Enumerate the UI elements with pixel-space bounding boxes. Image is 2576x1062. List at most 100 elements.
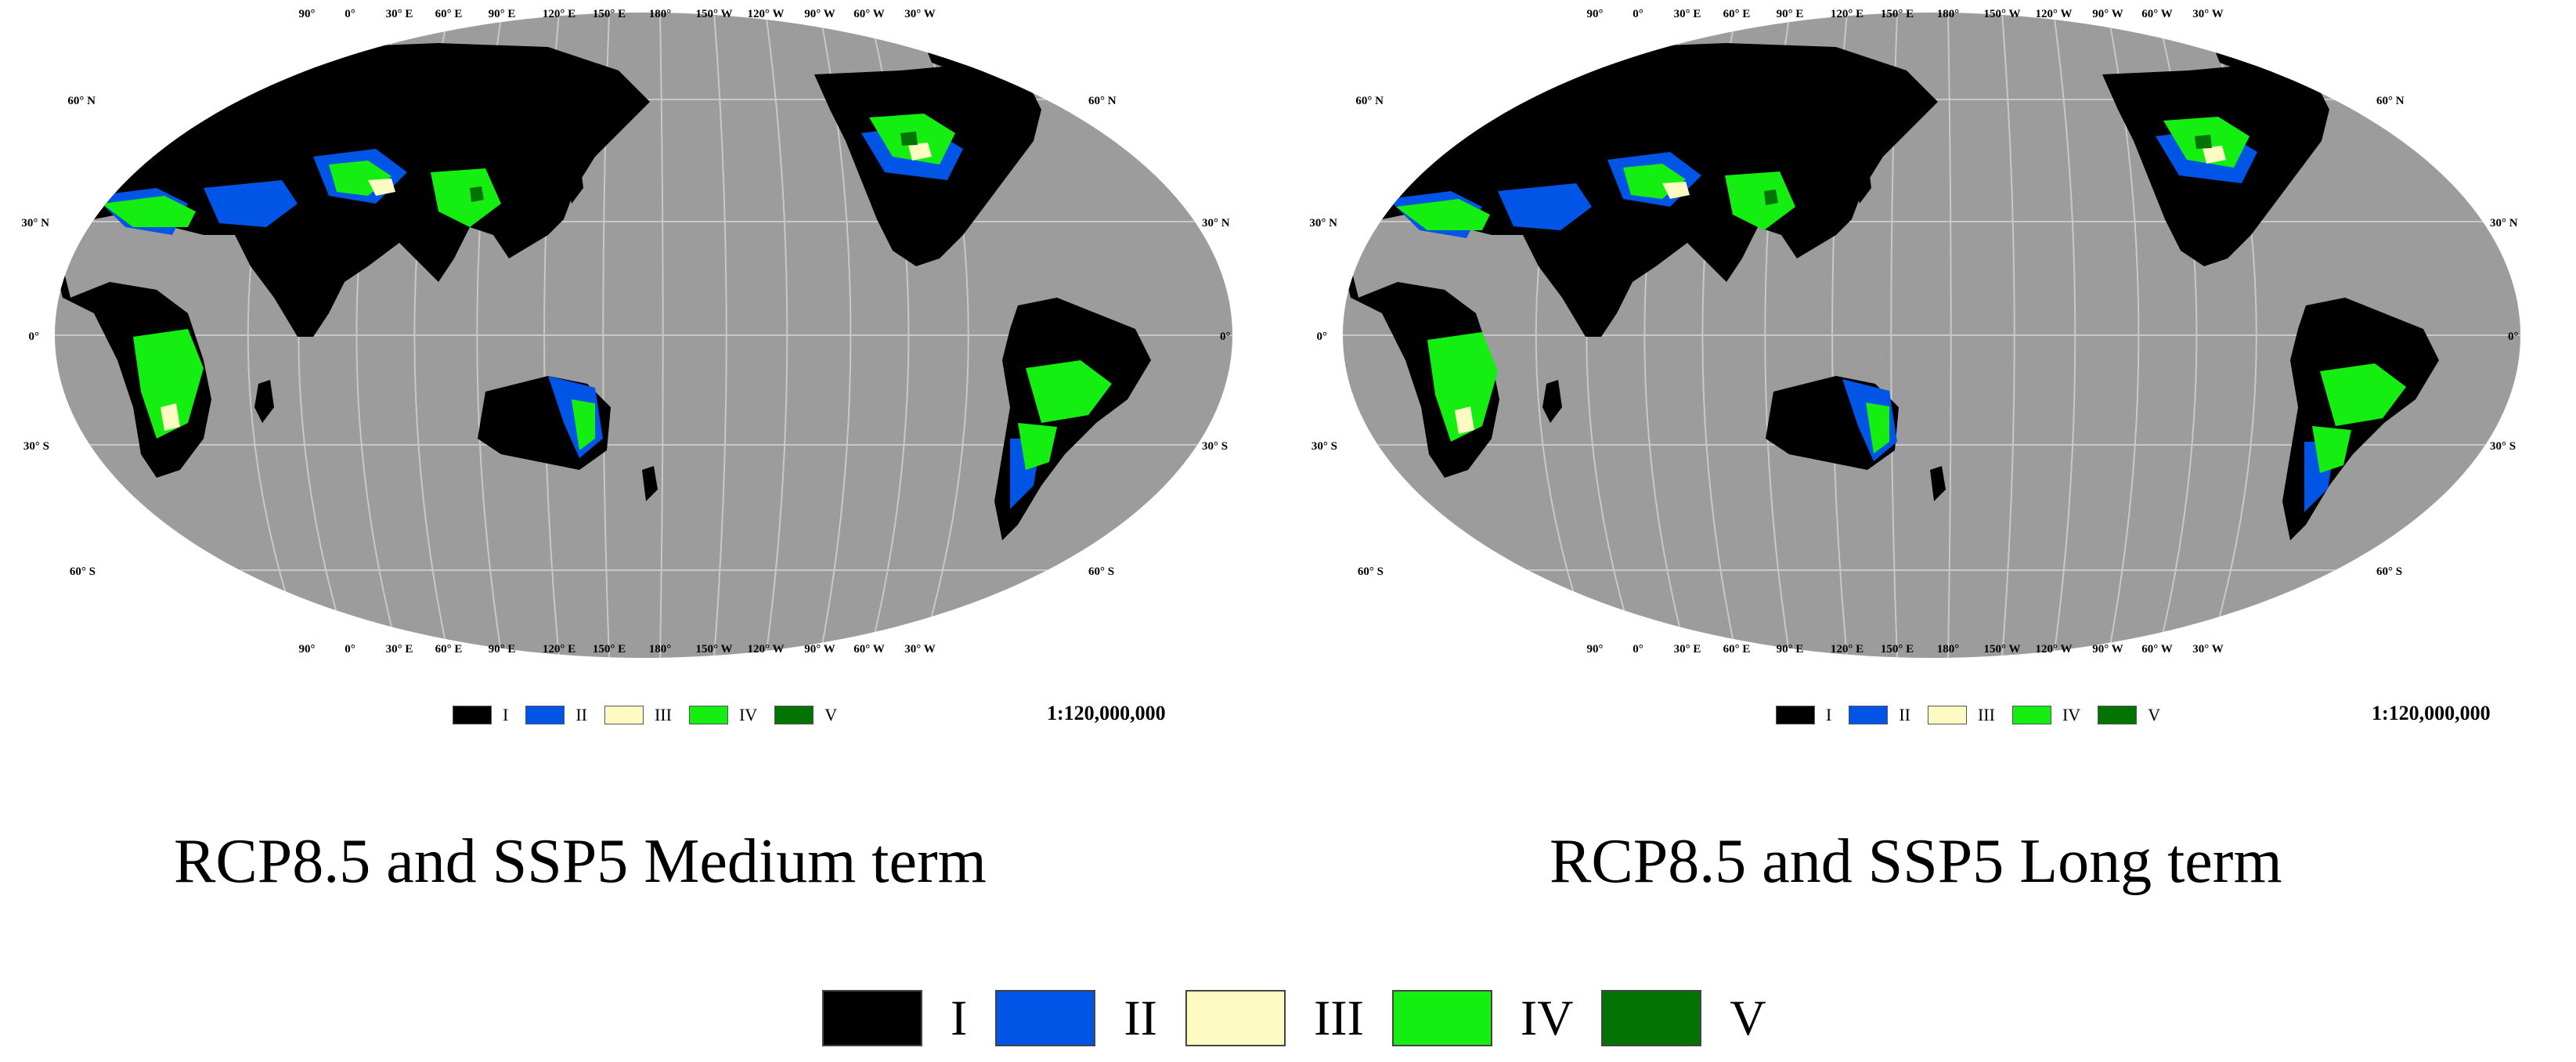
lon-tick-label: 150° E [593,643,626,656]
legend-item-v: V [2098,705,2160,725]
map-legend-long: I II III IV V [1776,705,2177,725]
shared-legend-item-ii: II [995,989,1157,1047]
lat-tick-label: 0° [2508,331,2519,343]
lon-tick-label: 90° [299,643,316,656]
lat-tick-label: 60° N [1088,95,1117,107]
lon-tick-label: 150° W [696,643,733,656]
lon-tick-label: 0° [1633,643,1643,656]
lon-tick-label: 30° W [904,8,935,20]
legend-item-i: I [1776,705,1831,725]
lon-tick-label: 30° E [1674,643,1701,656]
graticule-meridian [2053,13,2076,658]
suitability-region [908,143,932,161]
lat-tick-label: 30° S [1311,440,1337,453]
suitability-region [1396,199,1490,230]
caption-medium: RCP8.5 and SSP5 Medium term [174,827,987,896]
lat-tick-label: 60° S [2376,565,2402,578]
lon-tick-label: 90° E [489,643,516,656]
suitability-region [431,168,501,227]
lat-tick-label: 0° [1317,331,1328,343]
suitability-region [1866,403,1889,453]
legend-item-iv: IV [688,705,757,725]
map-panel-medium: 90° 90° 0° 0° 30° E 30° E 60° E 60° E 90° E 90° E… [0,0,1288,896]
world-map-medium: 90° 90° 0° 0° 30° E 30° E 60° E 60° E 90° E 90° E… [21,8,1232,658]
landmass [55,43,650,478]
lon-tick-label: 180° [1937,643,1960,656]
lon-tick-label: 150° W [1984,8,2021,20]
lat-tick-label: 60° S [70,565,96,578]
lon-tick-label: 120° W [2036,643,2073,656]
suitability-region [1764,190,1778,205]
suitability-region [572,399,595,450]
lon-tick-label: 30° E [1674,8,1701,20]
suitability-region [1725,172,1795,230]
shared-legend-item-iii: III [1185,989,1364,1047]
landmass [254,380,274,423]
lon-tick-label: 150° E [1881,643,1914,656]
lat-tick-label: 30° N [1309,217,1337,229]
landmass [1930,466,1946,501]
lon-tick-label: 60° E [435,8,463,20]
lon-tick-label: 90° W [804,8,835,20]
lat-tick-label: 60° N [1355,95,1384,107]
lon-tick-label: 90° E [1777,8,1804,20]
suitability-region [1026,360,1112,423]
lon-tick-label: 90° E [489,8,516,20]
lon-tick-label: 120° E [543,8,575,20]
lon-tick-label: 90° W [804,643,835,656]
lat-tick-label: 30° S [2490,440,2516,453]
caption-long: RCP8.5 and SSP5 Long term [1550,827,2282,896]
world-map-long: 90° 90° 0° 0° 30° E 30° E 60° E 60° E 90° E 90° E… [1309,8,2520,658]
suitability-region [133,329,204,439]
landmass [564,157,583,204]
suitability-region [1662,182,1690,199]
lon-tick-label: 0° [345,643,355,656]
suitability-region [2320,363,2406,426]
lat-tick-label: 30° N [1202,217,1230,229]
suitability-region [2203,146,2226,164]
shared-legend-item-iv: IV [1391,989,1573,1047]
lat-tick-label: 30° S [23,440,49,453]
lon-tick-label: 0° [345,8,355,20]
lon-tick-label: 60° W [2141,643,2172,656]
lat-tick-label: 30° N [2490,217,2518,229]
graticule-meridian [1947,13,1952,658]
suitability-region [161,403,180,431]
lon-tick-label: 60° W [853,8,884,20]
suitability-region [368,179,395,196]
lon-tick-label: 150° E [593,8,626,20]
lon-tick-label: 120° E [1831,643,1863,656]
lat-tick-label: 60° N [2376,95,2405,107]
lon-tick-label: 90° [299,8,316,20]
shared-legend-item-v: V [1601,989,1766,1047]
map-body: 90° 90° 0° 0° 30° E 30° E 60° E 60° E 90° E 90° E… [1309,8,2520,658]
lon-tick-label: 90° [1587,643,1604,656]
suitability-region [204,180,298,227]
suitability-region [1455,406,1474,434]
lon-tick-label: 60° W [2141,8,2172,20]
shared-legend: I II III IV V [822,989,1795,1047]
graticule-meridian [765,13,788,658]
scale-long: 1:120,000,000 [2372,702,2491,724]
lat-tick-label: 60° S [1358,565,1384,578]
legend-item-iii: III [604,705,672,725]
graticule-meridian [659,13,664,658]
lon-tick-label: 120° E [1831,8,1863,20]
lon-tick-label: 120° W [748,643,785,656]
lon-tick-label: 90° W [2092,643,2123,656]
suitability-region [1427,332,1498,442]
shared-legend-item-i: I [822,989,967,1047]
lon-tick-label: 90° [1587,8,1604,20]
lat-tick-label: 0° [1220,331,1231,343]
map-legend-medium: I II III IV V [453,705,854,725]
suitability-region [1498,183,1592,230]
graticule-meridian [713,13,727,658]
lon-tick-label: 180° [649,643,672,656]
legend-item-ii: II [525,705,587,725]
legend-item-iv: IV [2011,705,2080,725]
legend-item-iii: III [1927,705,1995,725]
suitability-region [102,196,196,227]
graticule-meridian [2001,13,2015,658]
lon-tick-label: 60° E [435,643,463,656]
lon-tick-label: 120° E [543,643,575,656]
